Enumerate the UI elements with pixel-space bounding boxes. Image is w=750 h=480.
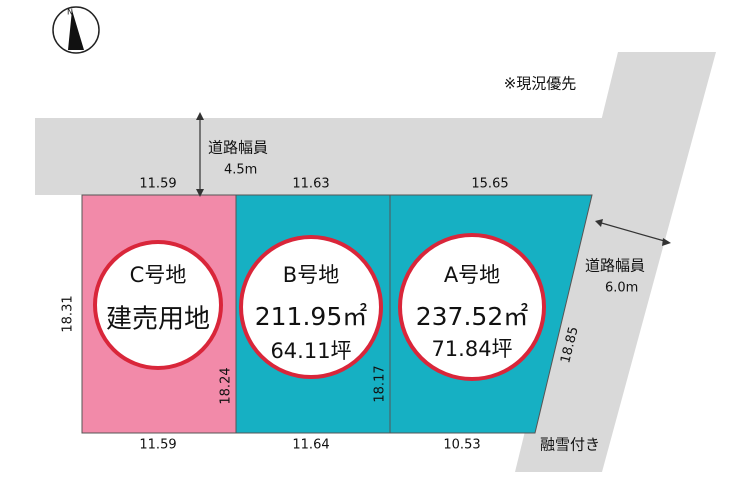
road-north (35, 118, 625, 195)
arrow-head (662, 238, 671, 246)
dimension: 18.17 (373, 365, 388, 402)
lot-name: C号地 (130, 263, 187, 287)
lot-use: 建売用地 (106, 305, 210, 335)
road-width: 4.5m (224, 163, 257, 178)
road-label: 道路幅員 (585, 257, 645, 275)
dimension: 11.59 (139, 177, 176, 192)
arrow-head (595, 219, 603, 227)
compass: N (52, 6, 100, 54)
dimension: 11.63 (292, 177, 329, 192)
lot-area: 237.52㎡ (416, 302, 528, 331)
dimension: 15.65 (471, 177, 508, 192)
road-east (515, 52, 716, 472)
dimension: 10.53 (443, 438, 480, 453)
lot-tsubo: 71.84坪 (431, 337, 512, 361)
arrow-head (196, 112, 204, 120)
lot-badge (239, 235, 383, 379)
lot-name: B号地 (283, 263, 339, 287)
dimension: 11.64 (292, 438, 329, 453)
lot-tsubo: 64.11坪 (270, 339, 351, 363)
lot-badge (93, 240, 223, 370)
dimension: 18.24 (219, 367, 234, 404)
snow-melting: 融雪付き (540, 436, 600, 454)
road-width-arrow (597, 221, 669, 243)
dimension: 18.31 (61, 295, 76, 332)
compass-label: N (67, 8, 73, 17)
note: ※現況優先 (504, 75, 577, 93)
lot-badge (398, 233, 546, 381)
road-label: 道路幅員 (208, 139, 268, 157)
road-width: 6.0m (605, 281, 638, 296)
lot-name: A号地 (444, 263, 500, 287)
dimension: 11.59 (139, 438, 176, 453)
arrow-head (196, 189, 204, 197)
lot-area: 211.95㎡ (255, 302, 367, 331)
